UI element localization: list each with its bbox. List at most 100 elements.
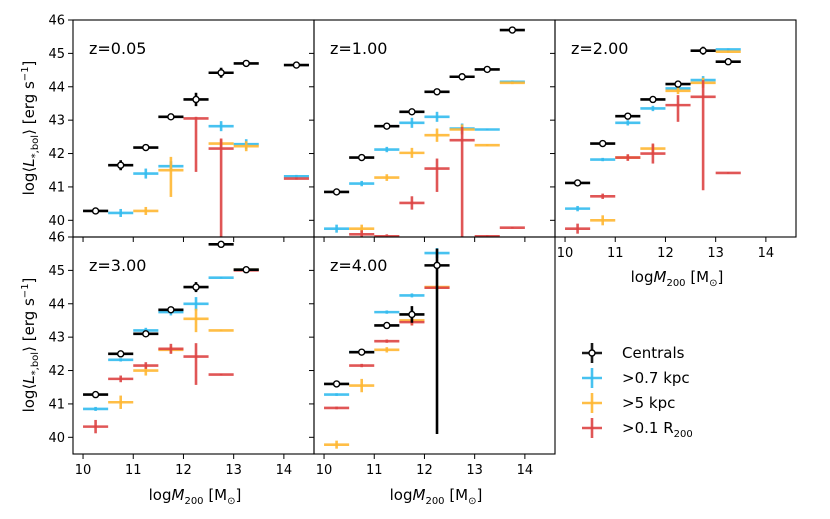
point-0-1-r200 (349, 230, 375, 237)
y-tick-label: 46 (48, 231, 65, 246)
point-centrals (108, 160, 134, 171)
point-centrals (183, 92, 209, 107)
point-0-1-r200 (208, 138, 234, 237)
point-5-kpc (374, 347, 400, 353)
point-0-1-r200 (615, 154, 641, 161)
panel-data (565, 46, 741, 234)
point-5-kpc (590, 215, 616, 226)
y-axis-label-bottom: log⟨L*,bol⟩ [erg s−1] (20, 278, 41, 413)
point-0-7-kpc (324, 393, 350, 396)
point-5-kpc (233, 141, 259, 152)
point-0-1-r200 (374, 234, 400, 237)
legend-item-0-1-r200: >0.1 R200 (582, 418, 693, 440)
point-0-7-kpc (108, 208, 134, 217)
x-tick-label: 14 (758, 246, 775, 261)
legend-item-centrals: Centrals (582, 343, 685, 363)
point-0-1-r200 (640, 143, 666, 164)
x-tick-label: 10 (75, 463, 92, 478)
point-0-1-r200 (690, 80, 716, 191)
panel-data (324, 26, 525, 237)
point-5-kpc (374, 174, 400, 181)
point-centrals (715, 58, 741, 66)
x-tick-label: 11 (366, 463, 383, 478)
panel-z-2-00: 10 11 12 13 14 z=2.00 (550, 19, 797, 261)
point-centrals (233, 59, 259, 68)
point-centrals (399, 108, 425, 116)
point-centrals (474, 65, 500, 74)
point-centrals (665, 80, 691, 88)
point-centrals (83, 390, 109, 399)
point-0-1-r200 (283, 177, 309, 180)
point-centrals (233, 266, 259, 274)
point-0-7-kpc (590, 157, 616, 162)
point-centrals (133, 330, 159, 338)
y-tick-label: 46 (48, 14, 65, 29)
point-0-7-kpc (283, 174, 309, 178)
panel-label: z=0.05 (89, 39, 146, 58)
x-tick-label: 13 (707, 246, 724, 261)
point-centrals (108, 350, 134, 358)
legend-label: Centrals (622, 344, 685, 362)
point-0-1-r200 (474, 235, 500, 237)
point-centrals (158, 306, 184, 314)
y-tick-label: 44 (48, 80, 65, 95)
point-0-7-kpc (108, 358, 134, 362)
y-tick-label: 45 (48, 264, 65, 279)
y-tick-label: 40 (48, 431, 65, 446)
point-5-kpc (665, 87, 691, 95)
point-centrals (158, 113, 184, 121)
x-tick-label: 13 (225, 463, 242, 478)
panel-label: z=2.00 (571, 39, 628, 58)
point-0-7-kpc (208, 121, 234, 132)
point-0-7-kpc (399, 117, 425, 128)
point-0-1-r200 (183, 343, 209, 385)
point-centrals (424, 88, 450, 96)
point-0-1-r200 (665, 95, 691, 122)
point-0-1-r200 (499, 226, 525, 229)
point-0-7-kpc (324, 224, 350, 233)
point-0-7-kpc (640, 105, 666, 112)
y-tick-label: 40 (48, 214, 65, 229)
point-0-7-kpc (565, 205, 591, 212)
point-5-kpc (499, 81, 525, 85)
point-centrals (349, 348, 375, 356)
point-centrals (324, 380, 350, 388)
point-centrals (615, 112, 641, 120)
point-0-1-r200 (590, 193, 616, 199)
point-centrals (324, 188, 350, 196)
x-tick-label: 12 (175, 463, 192, 478)
point-0-1-r200 (565, 223, 591, 234)
point-centrals (133, 143, 159, 152)
point-5-kpc (399, 147, 425, 158)
point-0-7-kpc (83, 406, 109, 411)
point-0-1-r200 (158, 343, 184, 354)
x-tick-label: 10 (557, 246, 574, 261)
legend-item-5-kpc: >5 kpc (582, 393, 675, 413)
point-5-kpc (349, 378, 375, 393)
point-5-kpc (183, 308, 209, 333)
point-5-kpc (424, 128, 450, 142)
y-tick-label: 42 (48, 364, 65, 379)
point-0-1-r200 (374, 339, 400, 343)
point-0-1-r200 (108, 375, 134, 383)
point-0-7-kpc (374, 310, 400, 314)
point-centrals (449, 73, 475, 81)
x-tick-label: 12 (657, 246, 674, 261)
x-axis-label-middle: logM200 [M⊙] (390, 486, 483, 507)
point-0-7-kpc (349, 180, 375, 187)
point-0-1-r200 (324, 406, 350, 410)
panel-label: z=4.00 (330, 256, 387, 275)
x-axis-label-left: logM200 [M⊙] (149, 486, 242, 507)
y-tick-label: 43 (48, 114, 65, 129)
panel-z-4-00: 10 11 12 13 14 z=4.00 (309, 236, 556, 478)
panel-data (83, 240, 259, 434)
point-centrals (690, 46, 716, 55)
panel-z-0-05: 40 41 42 43 44 45 46 z=0.05 (48, 14, 315, 242)
y-tick-label: 41 (48, 180, 65, 195)
point-0-7-kpc (183, 297, 209, 311)
y-tick-label: 44 (48, 297, 65, 312)
point-0-1-r200 (208, 373, 234, 376)
point-0-1-r200 (349, 363, 375, 368)
point-0-1-r200 (183, 116, 209, 172)
